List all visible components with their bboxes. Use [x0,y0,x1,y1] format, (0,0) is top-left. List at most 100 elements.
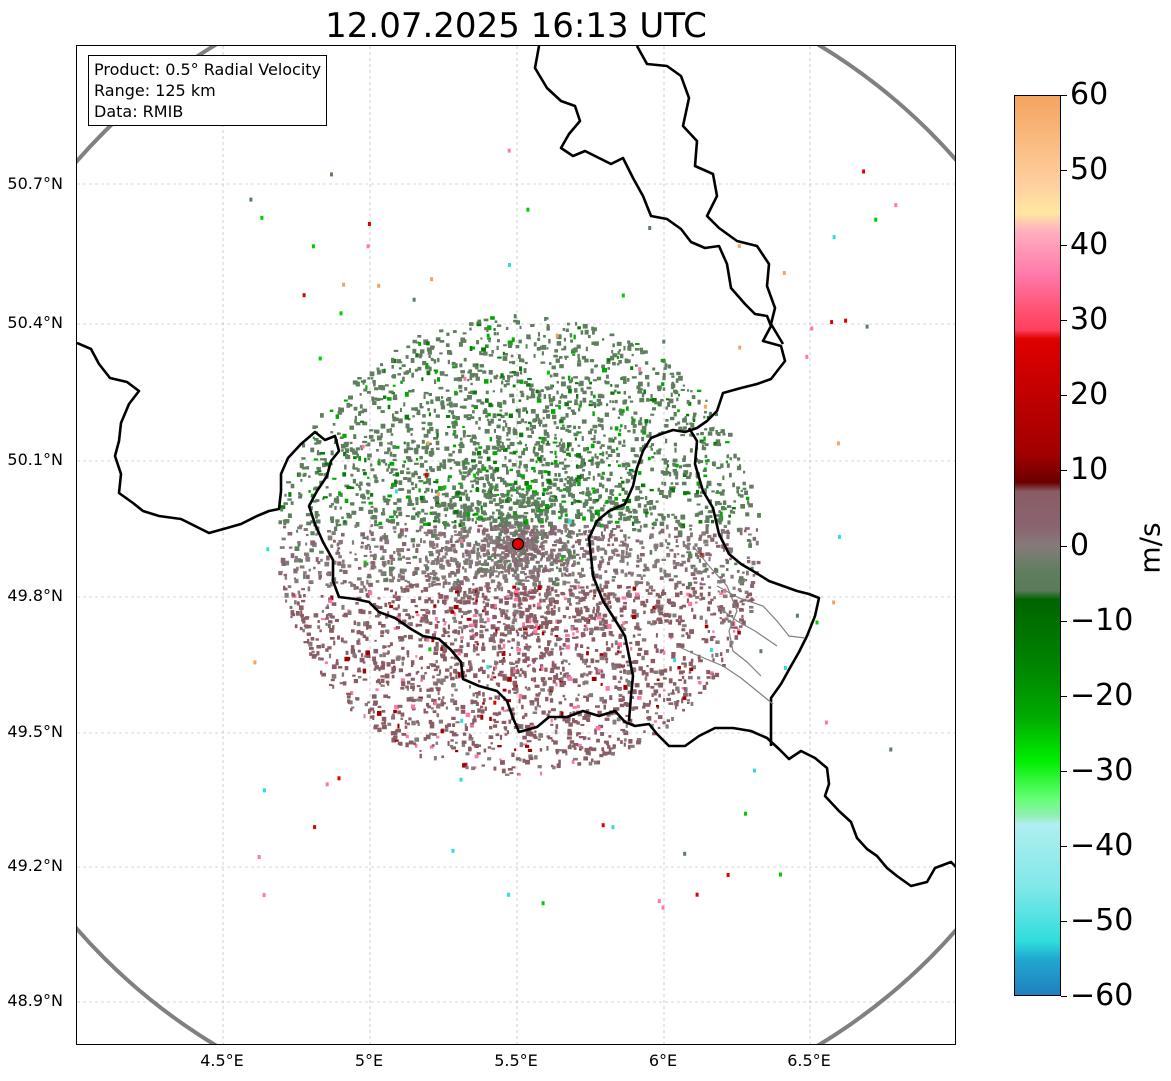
echo-gate [571,759,575,764]
echo-gate [436,447,440,450]
echo-gate [502,574,508,579]
echo-gate [720,621,725,625]
echo-gate [669,548,674,552]
echo-gate [404,391,409,397]
radar-map[interactable] [76,45,956,1045]
echo-gate [317,560,321,565]
echo-gate [529,545,533,551]
echo-gate [447,559,450,564]
echo-gate [434,497,440,502]
echo-gate [658,448,662,451]
echo-gate [503,447,508,452]
echo-gate [505,514,510,520]
echo-gate [742,571,745,574]
echo-gate [353,434,357,439]
echo-gate [597,710,602,715]
echo-gate [391,737,396,741]
echo-gate [688,693,692,697]
echo-gate [555,748,560,753]
echo-gate [746,559,751,564]
echo-gate [471,597,475,601]
echo-gate [532,533,536,538]
echo-gate [523,672,526,677]
echo-gate [520,570,525,574]
echo-gate [529,383,534,387]
echo-gate [544,621,549,626]
echo-gate [636,554,640,560]
echo-gate [431,698,434,702]
echo-gate [597,416,600,422]
echo-gate [461,443,464,446]
echo-gate [354,524,358,528]
echo-gate [640,576,643,581]
echo-gate [435,537,440,540]
echo-gate [675,423,678,426]
echo-gate [419,619,424,623]
echo-gate [505,553,510,557]
echo-gate [692,592,696,597]
echo-gate [621,549,625,554]
echo-gate [481,509,484,515]
echo-gate [719,617,722,620]
echo-gate [637,521,641,524]
echo-gate [381,535,385,540]
echo-gate [506,609,509,613]
echo-gate [533,620,539,624]
echo-gate [600,682,603,686]
echo-gate [403,371,409,375]
echo-gate [519,494,524,498]
echo-gate [313,458,319,461]
echo-gate [462,432,466,438]
echo-gate [577,584,580,590]
echo-gate [416,444,420,449]
echo-gate [506,489,511,493]
echo-gate [478,613,483,617]
echo-gate [562,643,566,647]
echo-gate [627,536,631,539]
echo-gate [464,387,468,391]
echo-gate [522,579,525,582]
echo-gate [297,542,301,547]
echo-gate [526,496,531,502]
echo-gate [631,609,637,614]
echo-gate [702,570,708,573]
echo-gate [527,593,530,598]
echo-gate [547,606,550,611]
echo-gate [551,365,556,370]
echo-gate [466,395,472,400]
echo-gate [657,617,662,621]
echo-gate [536,497,541,500]
echo-gate [567,550,572,556]
echo-gate [611,549,614,553]
echo-gate [689,433,694,437]
echo-gate [362,380,365,385]
echo-gate [305,556,311,562]
echo-gate [632,668,636,673]
echo-gate [527,664,531,667]
echo-gate [480,714,484,720]
echo-gate [676,643,681,648]
echo-gate [546,324,550,328]
echo-gate [468,733,472,737]
echo-gate [509,547,514,553]
echo-gate [472,363,477,368]
echo-gate [417,335,422,338]
echo-gate [408,459,413,463]
echo-gate [533,478,538,483]
echo-gate [451,716,456,720]
echo-gate [435,741,439,745]
echo-gate [303,641,308,644]
echo-gate [310,540,316,546]
echo-gate [596,615,601,620]
echo-gate [526,555,529,561]
echo-gate [391,357,395,363]
echo-gate [639,540,644,545]
echo-gate [632,424,637,428]
echo-gate [673,553,677,558]
echo-gate [647,592,653,595]
echo-gate [364,457,367,463]
echo-gate [525,607,530,613]
echo-gate [555,594,560,597]
echo-gate [437,599,440,604]
echo-gate [478,417,481,421]
